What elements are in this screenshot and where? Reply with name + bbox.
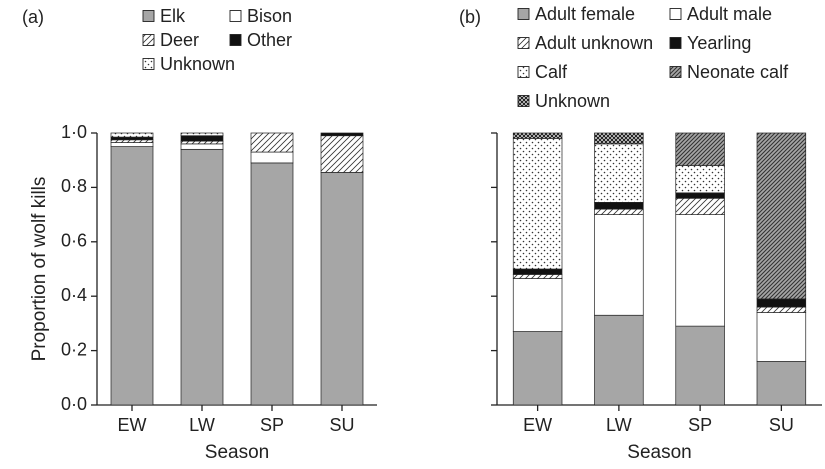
legend-swatch	[142, 58, 155, 70]
bar-segment	[756, 298, 807, 308]
bar-segment	[320, 132, 364, 137]
panel-label: (b)	[459, 7, 481, 27]
bar-segment	[512, 331, 563, 406]
y-tick-label: 0·6	[61, 231, 87, 251]
legend-label: Adult male	[687, 4, 772, 24]
y-tick-label: 1·0	[61, 122, 87, 142]
bar-segment	[110, 142, 154, 147]
y-tick-label: 0·2	[61, 339, 87, 359]
x-tick-label: EW	[523, 415, 552, 435]
legend-label: Calf	[535, 62, 568, 82]
bar-segment	[512, 132, 563, 139]
x-tick-label: EW	[118, 415, 147, 435]
legend-swatch	[229, 34, 242, 46]
y-tick-label: 0·8	[61, 176, 87, 196]
legend-swatch	[669, 8, 682, 20]
x-tick-label: SP	[688, 415, 712, 435]
bar-segment	[180, 140, 224, 145]
x-tick-label: LW	[189, 415, 215, 435]
bar-segment	[675, 132, 725, 166]
bar-segment	[180, 148, 224, 406]
bar-segment	[594, 202, 644, 210]
legend-swatch	[669, 66, 682, 78]
bar-segment	[675, 197, 725, 215]
bar-segment	[675, 325, 725, 406]
legend-swatch	[517, 66, 530, 78]
bar-segment	[512, 278, 563, 332]
bar-segment	[320, 135, 364, 173]
legend-swatch	[229, 10, 242, 22]
bar-segment	[512, 268, 563, 275]
legend-label: Adult female	[535, 4, 635, 24]
bar-segment	[110, 136, 154, 141]
legend-label: Adult unknown	[535, 33, 653, 53]
bar-segment	[675, 214, 725, 327]
legend-swatch	[517, 37, 530, 49]
bar-segment	[512, 138, 563, 270]
legend-swatch	[517, 8, 530, 20]
legend-label: Other	[247, 30, 292, 50]
bar-segment	[594, 214, 644, 316]
bar-segment	[180, 132, 224, 137]
bar-segment	[594, 132, 644, 145]
bar-segment	[320, 172, 364, 406]
x-tick-label: SP	[260, 415, 284, 435]
bar-segment	[110, 146, 154, 406]
bar-segment	[756, 361, 807, 406]
bar-segment	[250, 132, 294, 153]
bar-segment	[594, 208, 644, 215]
y-axis-title: Proportion of wolf kills	[29, 177, 50, 362]
bar-segment	[180, 135, 224, 142]
x-axis-title: Season	[205, 442, 269, 463]
bar-segment	[675, 165, 725, 194]
bar-segment	[756, 132, 807, 300]
bar-segment	[250, 162, 294, 406]
legend-label: Unknown	[535, 91, 610, 111]
panel-label: (a)	[22, 7, 44, 27]
x-axis-title: Season	[627, 442, 691, 463]
y-tick-label: 0·4	[61, 285, 87, 305]
legend-label: Elk	[160, 6, 186, 26]
bar-segment	[594, 314, 644, 406]
bar-segment	[180, 143, 224, 150]
legend-swatch	[669, 37, 682, 49]
y-tick-label: 0·0	[61, 394, 87, 414]
bar-segment	[110, 139, 154, 143]
x-tick-label: SU	[329, 415, 354, 435]
bar-segment	[110, 132, 154, 138]
bar-segment	[250, 151, 294, 164]
legend-label: Bison	[247, 6, 292, 26]
legend-swatch	[142, 34, 155, 46]
legend-label: Deer	[160, 30, 199, 50]
bar-segment	[594, 143, 644, 203]
x-tick-label: LW	[606, 415, 632, 435]
legend-label: Yearling	[687, 33, 751, 53]
legend-label: Unknown	[160, 54, 235, 74]
x-tick-label: SU	[769, 415, 794, 435]
legend-swatch	[142, 10, 155, 22]
bar-segment	[675, 192, 725, 199]
legend-swatch	[517, 95, 530, 107]
bar-segment	[512, 274, 563, 279]
legend-label: Neonate calf	[687, 62, 789, 82]
bar-segment	[756, 306, 807, 313]
bar-segment	[756, 312, 807, 362]
